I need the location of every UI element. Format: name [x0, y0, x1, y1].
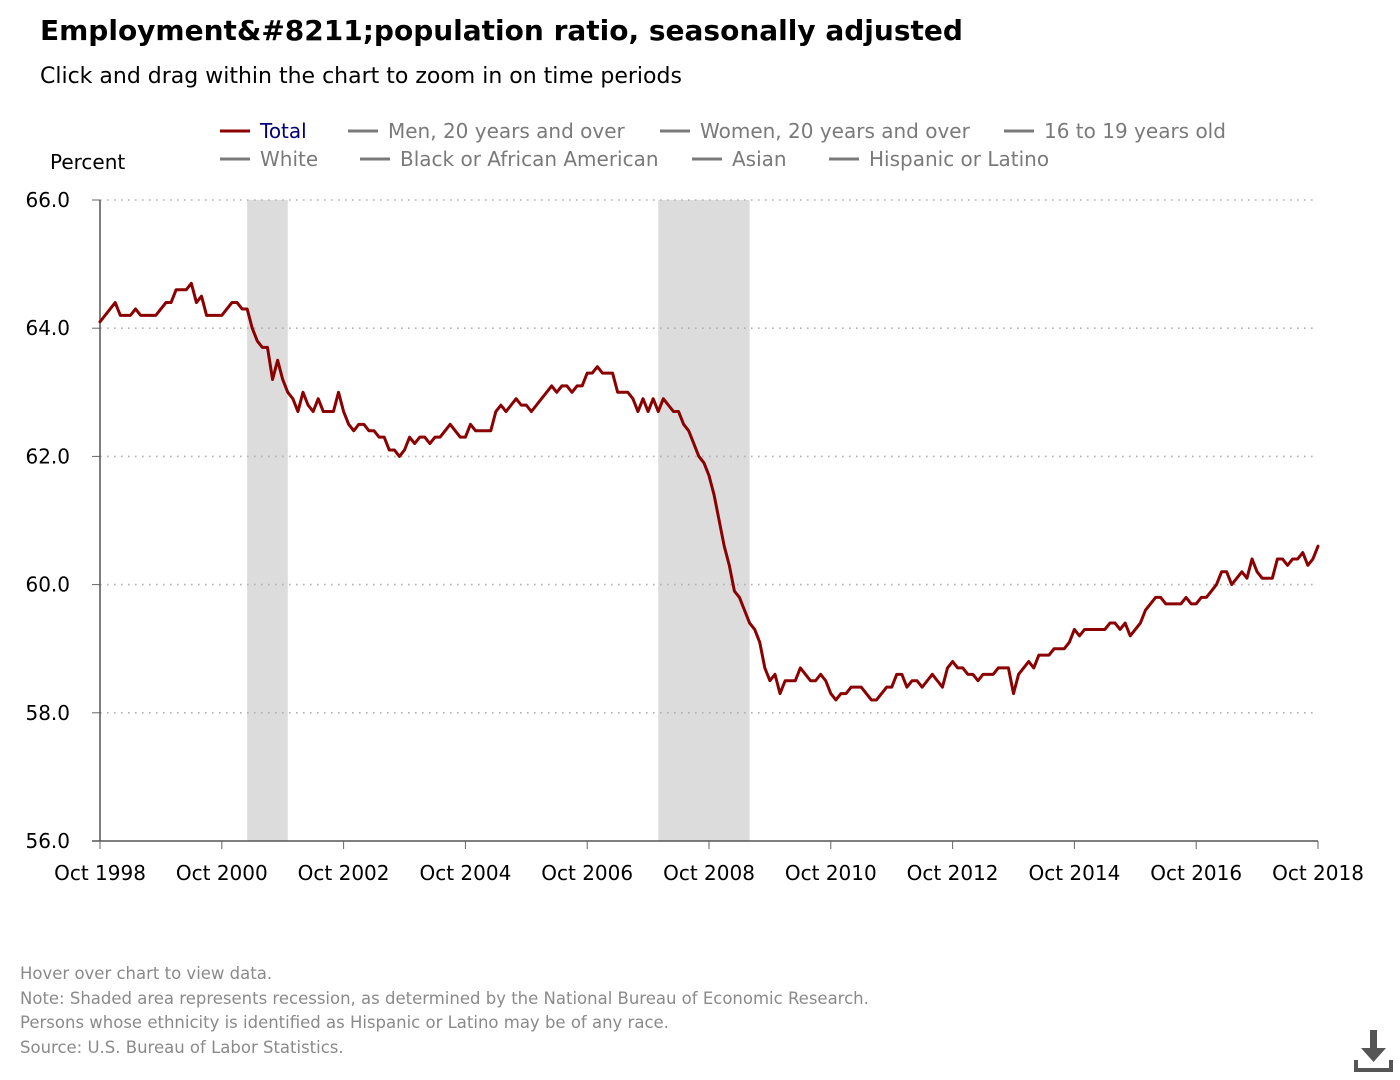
x-tick-label: Oct 2002	[298, 861, 390, 885]
legend-label: Black or African American	[400, 147, 659, 171]
y-tick-label: 56.0	[25, 829, 70, 853]
x-tick-label: Oct 2018	[1272, 861, 1364, 885]
x-tick-label: Oct 2006	[541, 861, 633, 885]
series-lines[interactable]	[98, 281, 1320, 702]
footer-ethnicity-note: Persons whose ethnicity is identified as…	[20, 1013, 669, 1032]
footer-recession-note: Note: Shaded area represents recession, …	[20, 988, 869, 1008]
series-line-total[interactable]	[98, 281, 1320, 702]
x-tick-label: Oct 2012	[907, 861, 999, 885]
footer-hover-hint: Hover over chart to view data.	[20, 964, 273, 983]
footer-source: Source: U.S. Bureau of Labor Statistics.	[20, 1037, 344, 1057]
chart-title: Employment&#8211;population ratio, seaso…	[40, 14, 963, 47]
gridlines	[100, 199, 1318, 714]
legend-label: Women, 20 years and over	[700, 119, 971, 143]
y-axis-label: Percent	[50, 150, 125, 174]
download-icon	[1354, 1030, 1393, 1072]
recession-shading	[247, 200, 750, 841]
x-tick-label: Oct 2000	[176, 861, 268, 885]
x-tick-label: Oct 1998	[54, 861, 146, 885]
chart-area[interactable]: Total Men, 20 years and over Women, 20 yea…	[0, 0, 1400, 950]
recession-band	[247, 200, 288, 841]
chart-subtitle: Click and drag within the chart to zoom …	[40, 64, 682, 89]
download-button[interactable]	[1348, 1026, 1396, 1076]
legend-item-total[interactable]: Total	[220, 119, 307, 143]
legend-label: Total	[259, 119, 307, 143]
legend-item-asian[interactable]: Asian	[692, 147, 787, 171]
legend-label: White	[260, 147, 318, 171]
legend-item-white[interactable]: White	[220, 147, 318, 171]
legend-label: Men, 20 years and over	[388, 119, 626, 143]
y-tick-label: 60.0	[25, 573, 70, 597]
y-tick-label: 64.0	[25, 316, 70, 340]
x-tick-label: Oct 2004	[419, 861, 511, 885]
y-tick-label: 58.0	[25, 701, 70, 725]
x-tick-label: Oct 2010	[785, 861, 877, 885]
x-tick-label: Oct 2014	[1028, 861, 1120, 885]
legend-item-men-20-years-and-over[interactable]: Men, 20 years and over	[348, 119, 626, 143]
y-tick-label: 62.0	[25, 444, 70, 468]
recession-band	[658, 200, 750, 841]
legend-item-16-to-19-years-old[interactable]: 16 to 19 years old	[1004, 119, 1226, 143]
legend-item-women-20-years-and-over[interactable]: Women, 20 years and over	[660, 119, 971, 143]
x-tick-label: Oct 2008	[663, 861, 755, 885]
legend-item-hispanic-or-latino[interactable]: Hispanic or Latino	[829, 147, 1049, 171]
axes: 56.0 58.0 60.0 62.0 64.0 66.0 Oct 1998 Oct 2000…	[25, 188, 1363, 885]
legend-label: Asian	[732, 147, 787, 171]
chart-footnotes: Hover over chart to view data. Note: Sha…	[20, 962, 869, 1060]
legend-item-black-or-african-american[interactable]: Black or African American	[360, 147, 659, 171]
y-tick-label: 66.0	[25, 188, 70, 212]
legend-label: Hispanic or Latino	[869, 147, 1049, 171]
x-tick-label: Oct 2016	[1150, 861, 1242, 885]
legend-label: 16 to 19 years old	[1044, 119, 1226, 143]
legend: Total Men, 20 years and over Women, 20 yea…	[220, 119, 1226, 171]
